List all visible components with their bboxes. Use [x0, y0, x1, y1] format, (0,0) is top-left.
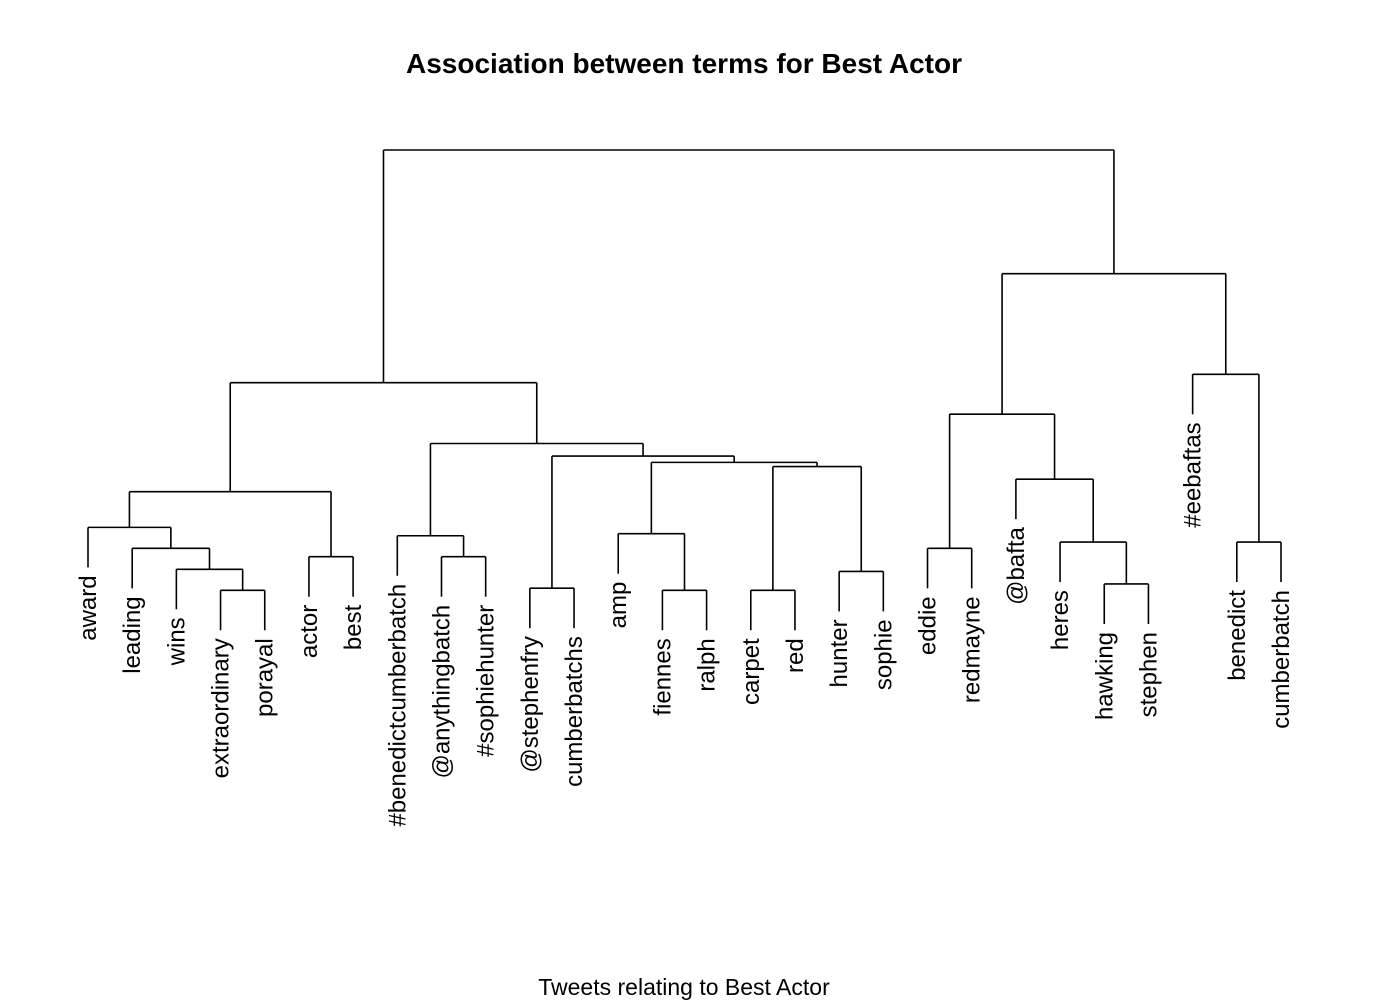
- leaf-label: #benedictcumberbatch: [384, 584, 411, 827]
- leaf-label: sophie: [870, 619, 897, 690]
- chart-title: Association between terms for Best Actor: [406, 48, 962, 79]
- leaf-label: leading: [119, 596, 146, 673]
- leaf-label: #eebaftas: [1180, 422, 1207, 527]
- leaf-label: hawking: [1091, 632, 1118, 720]
- leaf-label: eddie: [915, 596, 942, 655]
- leaf-label: stephen: [1135, 632, 1162, 717]
- leaf-label: wins: [163, 617, 190, 666]
- leaf-label: @anythingbatch: [428, 605, 455, 779]
- leaf-label: redmayne: [959, 596, 986, 703]
- leaf-label: porayal: [252, 638, 279, 717]
- leaf-label: extraordinary: [208, 638, 235, 778]
- leaf-label: fiennes: [649, 638, 676, 715]
- leaf-label: cumberbatch: [1268, 590, 1295, 729]
- leaf-label: cumberbatchs: [561, 636, 588, 787]
- leaf-label: benedict: [1224, 590, 1251, 681]
- x-axis-label: Tweets relating to Best Actor: [538, 974, 830, 1000]
- leaf-label: heres: [1047, 590, 1074, 650]
- leaf-label: ralph: [694, 638, 721, 691]
- dendrogram-branches: [87, 149, 1282, 631]
- leaf-labels: award leading wins extraordinary porayal acto…: [75, 422, 1295, 826]
- leaf-label: actor: [296, 605, 323, 658]
- leaf-label: best: [340, 604, 367, 650]
- leaf-label: amp: [605, 582, 632, 629]
- leaf-label: #sophiehunter: [473, 605, 500, 757]
- leaf-label: award: [75, 575, 102, 640]
- leaf-label: @bafta: [1003, 527, 1030, 605]
- leaf-label: red: [782, 638, 809, 673]
- leaf-label: hunter: [826, 619, 853, 687]
- leaf-label: @stephenfry: [517, 636, 544, 772]
- leaf-label: carpet: [738, 638, 765, 705]
